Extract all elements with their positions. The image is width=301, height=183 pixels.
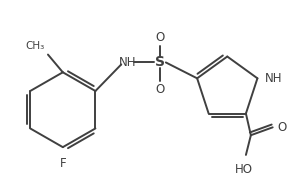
- Text: NH: NH: [119, 56, 136, 69]
- Text: NH: NH: [265, 72, 283, 85]
- Text: O: O: [278, 121, 287, 134]
- Text: S: S: [155, 55, 165, 69]
- Text: CH₃: CH₃: [26, 41, 45, 51]
- Text: O: O: [155, 31, 165, 44]
- Text: F: F: [60, 157, 66, 170]
- Text: O: O: [155, 83, 165, 96]
- Text: HO: HO: [235, 163, 253, 176]
